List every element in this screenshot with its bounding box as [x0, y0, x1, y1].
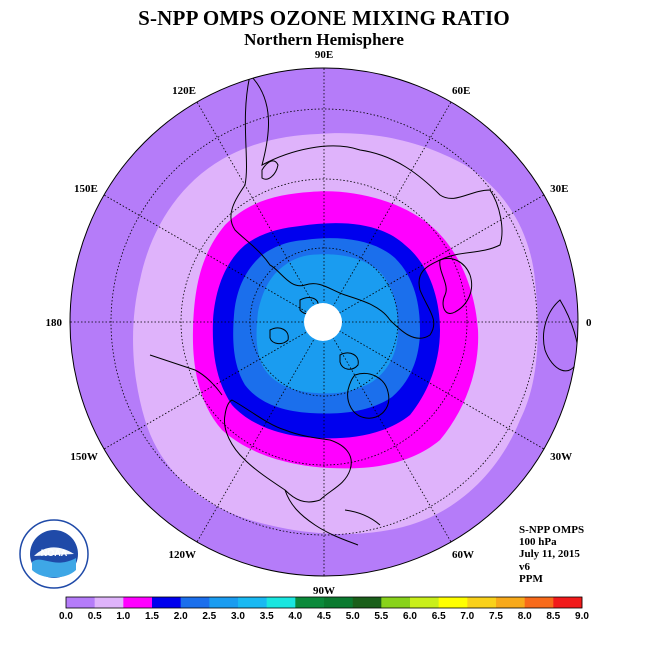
- longitude-label: 60W: [452, 549, 474, 561]
- info-date: July 11, 2015: [519, 548, 580, 561]
- colorbar-frame: [65, 596, 583, 609]
- colorbar-tick-label: 2.0: [174, 611, 188, 622]
- latitude-circle: [180, 178, 468, 466]
- colorbar-tick-label: 3.5: [260, 611, 274, 622]
- colorbar-cell: [152, 597, 181, 608]
- meridian-line: [196, 321, 325, 543]
- colorbar-tick-label: 1.5: [145, 611, 159, 622]
- info-version: v6: [519, 560, 530, 573]
- colorbar-cell: [238, 597, 267, 608]
- colorbar-cell: [266, 597, 296, 608]
- longitude-label: 150W: [70, 451, 98, 463]
- colorbar-cell: [438, 597, 468, 608]
- pole-data-gap: [304, 303, 342, 341]
- colorbar-cell: [352, 597, 382, 608]
- colorbar-tick-label: 0.0: [59, 611, 73, 622]
- longitude-label: 60E: [452, 85, 470, 97]
- coastlines: [149, 74, 578, 546]
- page-title: S-NPP OMPS OZONE MIXING RATIO: [138, 6, 510, 30]
- colorbar-tick-label: 7.0: [460, 611, 474, 622]
- longitude-label: 0: [586, 317, 592, 329]
- meridian-line: [103, 194, 325, 323]
- meridian-line: [323, 321, 545, 450]
- longitude-label: 30E: [550, 183, 568, 195]
- longitude-label: 30W: [550, 451, 572, 463]
- product-info: S-NPP OMPS 100 hPa July 11, 2015 v6 PPM: [519, 524, 584, 585]
- colorbar-cell: [123, 597, 153, 608]
- colorbar-cell: [467, 597, 497, 608]
- colorbar-cell: [496, 597, 525, 608]
- info-instrument: S-NPP OMPS: [519, 524, 585, 536]
- colorbar-cell: [209, 597, 239, 608]
- colorbar-tick-label: 6.5: [432, 611, 446, 622]
- colorbar-tick-label: 5.0: [346, 611, 360, 622]
- longitude-label: 150E: [74, 183, 98, 195]
- meridian-line: [323, 321, 452, 543]
- meridian-line: [323, 101, 452, 323]
- colorbar-tick-label: 4.0: [288, 611, 302, 622]
- colorbar-tick-label: 6.0: [403, 611, 417, 622]
- colorbar-cell: [180, 597, 210, 608]
- colorbar-tick-label: 4.5: [317, 611, 331, 622]
- colorbar-tick-label: 3.0: [231, 611, 245, 622]
- colorbar-tick-label: 9.0: [575, 611, 589, 622]
- colorbar-cell: [553, 597, 583, 608]
- colorbar-tick-label: 0.5: [88, 611, 102, 622]
- colorbar-tick-label: 2.5: [202, 611, 216, 622]
- noaa-logo: NOAA: [19, 519, 89, 589]
- colorbar-tick-label: 5.5: [374, 611, 388, 622]
- latitude-circle: [110, 108, 538, 536]
- logo-text: NOAA: [41, 548, 68, 558]
- longitude-label: 120E: [172, 85, 196, 97]
- colorbar-cell: [524, 597, 554, 608]
- colorbar-cell: [324, 597, 353, 608]
- info-units: PPM: [519, 572, 543, 585]
- colorbar-cell: [66, 597, 95, 608]
- info-pressure: 100 hPa: [519, 536, 557, 549]
- colorbar-tick-label: 1.0: [116, 611, 130, 622]
- colorbar-tick-label: 7.5: [489, 611, 503, 622]
- longitude-label: 90W: [313, 585, 335, 597]
- colorbar-cell: [295, 597, 325, 608]
- page-subtitle: Northern Hemisphere: [244, 30, 404, 49]
- longitude-label: 180: [46, 317, 63, 329]
- map-boundary: [69, 67, 579, 577]
- longitude-labels: 90E 60E 30E 0 30W 60W 90W 120W 150W 180 150E 120E: [46, 49, 593, 597]
- meridian-line: [323, 194, 545, 323]
- colorbar-tick-label: 8.5: [546, 611, 560, 622]
- colorbar-cell: [94, 597, 124, 608]
- longitude-label: 90E: [315, 49, 333, 61]
- colorbar-tick-label: 8.0: [518, 611, 532, 622]
- colorbar-cell: [381, 597, 411, 608]
- colorbar-cell: [410, 597, 439, 608]
- longitude-label: 120W: [169, 549, 197, 561]
